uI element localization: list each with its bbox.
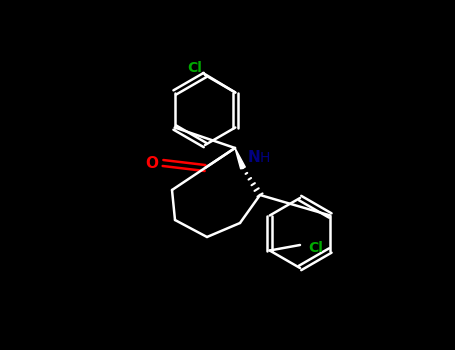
- Text: H: H: [260, 151, 270, 165]
- Text: Cl: Cl: [187, 61, 202, 75]
- Text: Cl: Cl: [308, 241, 323, 255]
- Text: O: O: [145, 155, 158, 170]
- Polygon shape: [235, 148, 245, 169]
- Text: N: N: [248, 150, 261, 166]
